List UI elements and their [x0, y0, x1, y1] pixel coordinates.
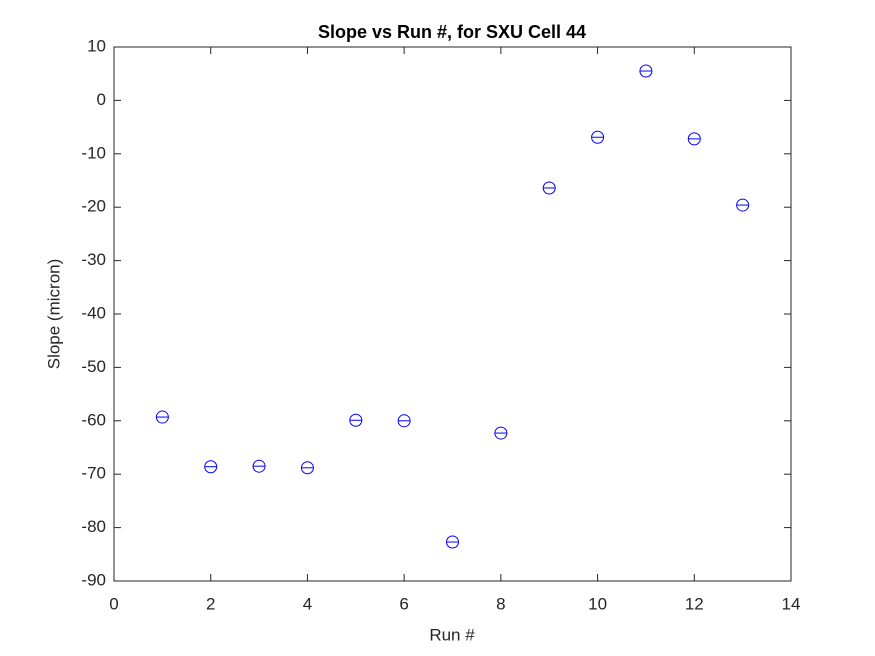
- point: [494, 426, 508, 440]
- x-tick-label: 12: [685, 594, 704, 613]
- y-tick-label: -80: [81, 517, 106, 536]
- chart-title: Slope vs Run #, for SXU Cell 44: [318, 22, 586, 42]
- y-tick-label: -40: [81, 303, 106, 322]
- x-axis-label: Run #: [429, 625, 475, 644]
- point: [591, 130, 605, 144]
- point: [446, 535, 459, 549]
- x-tick-label: 6: [399, 594, 408, 613]
- point: [300, 461, 314, 475]
- y-tick-label: -60: [81, 410, 106, 429]
- y-tick-label: 10: [87, 36, 106, 55]
- point: [639, 64, 653, 78]
- y-tick-label: -10: [81, 143, 106, 162]
- x-tick-label: 8: [496, 594, 505, 613]
- point: [542, 181, 556, 195]
- x-tick-label: 10: [588, 594, 607, 613]
- y-tick-label: -30: [81, 250, 106, 269]
- point: [204, 460, 218, 474]
- y-tick-label: -50: [81, 357, 106, 376]
- y-tick-label: 0: [97, 90, 106, 109]
- y-tick-label: -70: [81, 464, 106, 483]
- x-tick-label: 0: [109, 594, 118, 613]
- point: [397, 414, 411, 428]
- point: [687, 132, 701, 146]
- point: [155, 410, 169, 424]
- y-tick-label: -90: [81, 570, 106, 589]
- point: [736, 198, 750, 212]
- point: [252, 459, 266, 473]
- y-tick-label: -20: [81, 197, 106, 216]
- y-axis-label: Slope (micron): [44, 259, 63, 370]
- x-tick-label: 14: [782, 594, 801, 613]
- plot-area: [113, 46, 792, 582]
- x-tick-label: 2: [206, 594, 215, 613]
- x-tick-label: 4: [303, 594, 312, 613]
- point: [349, 413, 363, 427]
